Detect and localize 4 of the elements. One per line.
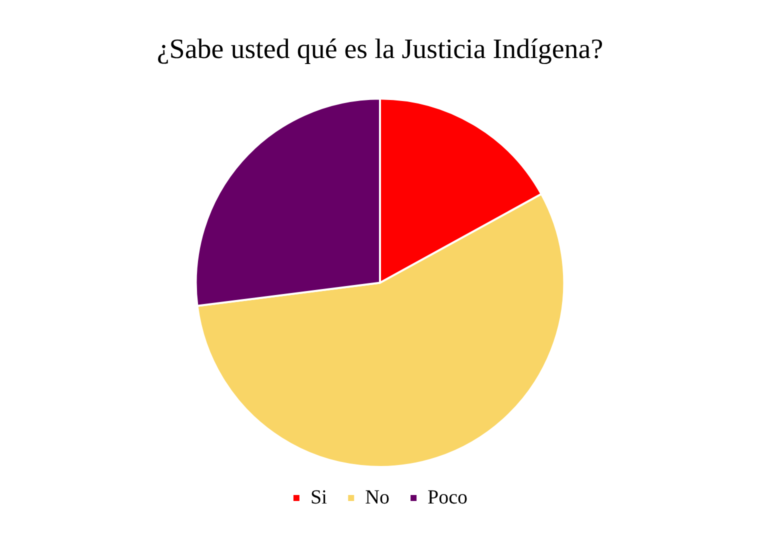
- legend-label: No: [365, 486, 390, 508]
- legend-label: Poco: [428, 486, 468, 508]
- chart-title: ¿Sabe usted qué es la Justicia Indígena?: [156, 34, 604, 66]
- legend-label: Si: [310, 486, 328, 508]
